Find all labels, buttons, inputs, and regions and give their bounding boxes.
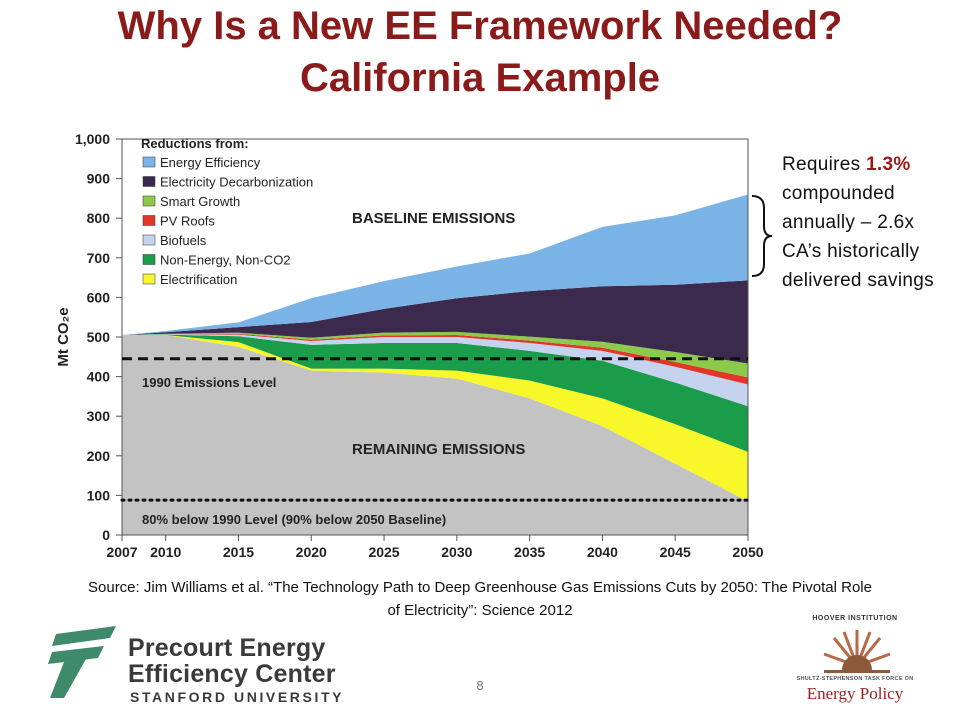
x-tick-label: 2015 <box>223 544 254 560</box>
y-tick-label: 1,000 <box>75 131 110 147</box>
x-tick-label: 2045 <box>660 544 691 560</box>
x-tick-label: 2030 <box>441 544 472 560</box>
y-tick-label: 800 <box>87 210 111 226</box>
chart-annotations: BASELINE EMISSIONS REMAINING EMISSIONS <box>352 210 525 458</box>
hoover-sunburst-icon <box>823 630 891 673</box>
legend-swatch <box>142 273 156 285</box>
axes: 0 100 200 300 400 500 600 700 800 900 1,000 2007 201… <box>55 131 764 560</box>
legend-swatch <box>142 156 156 168</box>
energy-policy-label: Energy Policy <box>806 684 904 703</box>
title-line-1: Why Is a New EE Framework Needed? <box>117 4 843 48</box>
y-axis-label: Mt CO₂e <box>55 307 72 366</box>
legend-swatch <box>142 195 156 207</box>
x-tick-label: 2050 <box>732 544 763 560</box>
legend-swatch <box>142 176 156 187</box>
legend-label: Non-Energy, Non-CO2 <box>160 253 291 268</box>
area-electricity-decarbonization <box>122 280 748 364</box>
legend-label: Electricity Decarbonization <box>160 175 313 190</box>
area-biofuels <box>122 334 748 407</box>
area-bands <box>122 139 748 535</box>
legend-title: Reductions from: <box>141 136 249 151</box>
legend: Reductions from: Energy Efficiency Electri… <box>141 136 313 287</box>
y-tick-label: 100 <box>87 487 111 503</box>
annotation-pre: Requires <box>782 154 867 175</box>
y-tick-label: 900 <box>87 171 111 187</box>
area-electrification <box>122 335 748 502</box>
reference-line-label-1: 1990 Emissions Level <box>142 375 276 390</box>
x-tick-label: 2025 <box>368 544 399 560</box>
legend-swatch <box>142 215 156 226</box>
baseline-emissions-label: BASELINE EMISSIONS <box>352 210 515 227</box>
legend-label: Biofuels <box>160 233 207 248</box>
reference-lines: 1990 Emissions Level 80% below 1990 Level… <box>120 357 750 527</box>
legend-label: Smart Growth <box>160 194 240 209</box>
x-tick-label: 2040 <box>587 544 618 560</box>
y-tick-label: 600 <box>87 289 111 305</box>
precourt-name-line-2: Efficiency Center <box>128 660 336 688</box>
area-remaining-emissions <box>122 335 748 535</box>
legend-swatch <box>142 254 156 265</box>
y-tick-label: 200 <box>87 448 111 464</box>
annotation-text: Requires 1.3% compounded annually – 2.6x… <box>782 150 952 295</box>
slide-title: Why Is a New EE Framework Needed? Califo… <box>0 0 960 104</box>
remaining-emissions-label: REMAINING EMISSIONS <box>352 441 525 458</box>
page-number: 8 <box>476 678 484 693</box>
precourt-logo-icon <box>48 626 116 698</box>
x-tick-label: 2007 <box>106 544 137 560</box>
legend-label: Energy Efficiency <box>160 155 261 170</box>
annotation-highlight: 1.3% <box>866 154 911 175</box>
y-tick-label: 500 <box>87 329 111 345</box>
y-tick-label: 300 <box>87 408 111 424</box>
title-line-2: California Example <box>299 56 661 100</box>
x-tick-label: 2010 <box>150 544 181 560</box>
x-tick-label: 2035 <box>514 544 545 560</box>
precourt-name-line-1: Precourt Energy <box>128 634 326 662</box>
area-smart-growth <box>122 331 748 378</box>
hoover-institution-label: HOOVER INSTITUTION <box>812 615 898 622</box>
y-tick-label: 400 <box>87 369 111 385</box>
hoover-task-force-label: SHULTZ-STEPHENSON TASK FORCE ON <box>796 676 914 682</box>
x-tick-label: 2020 <box>296 544 327 560</box>
precourt-university: STANFORD UNIVERSITY <box>130 689 345 705</box>
y-tick-label: 700 <box>87 250 111 266</box>
area-non-energy-non-co2 <box>122 334 748 452</box>
y-tick-label: 0 <box>102 527 110 543</box>
source-citation: Source: Jim Williams et al. “The Technol… <box>88 579 872 619</box>
legend-swatch <box>142 234 156 246</box>
annotation-post: compounded annually – 2.6x CA’s historic… <box>782 183 934 291</box>
legend-label: PV Roofs <box>160 214 215 229</box>
annotation-bracket <box>751 195 773 277</box>
area-energy-efficiency <box>122 194 748 336</box>
reference-line-label-2: 80% below 1990 Level (90% below 2050 Bas… <box>142 512 446 527</box>
legend-label: Electrification <box>160 272 237 287</box>
